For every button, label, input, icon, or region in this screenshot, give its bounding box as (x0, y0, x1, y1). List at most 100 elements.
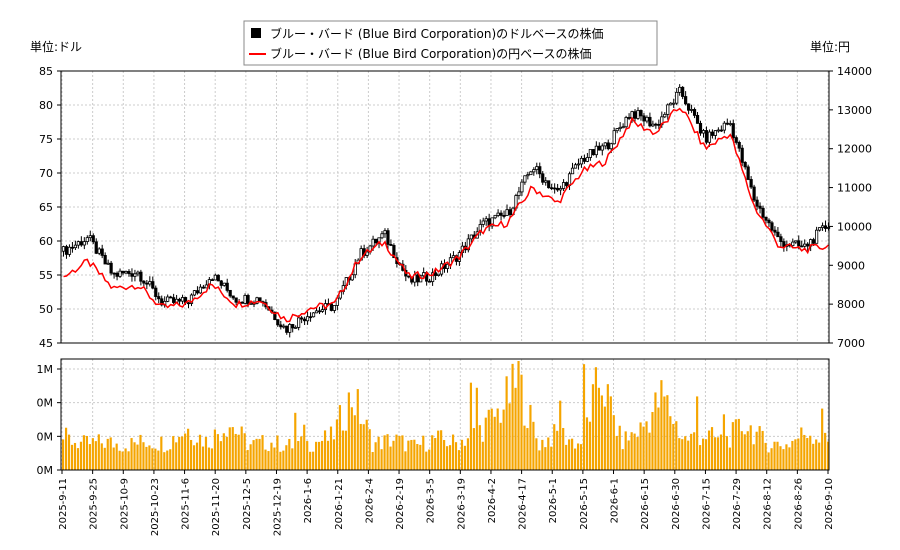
x-tick-label: 2026-4-2 (487, 478, 498, 523)
x-tick-label: 2026-2-19 (395, 478, 406, 530)
candle-body (648, 116, 652, 127)
right-tick-label: 13000 (837, 104, 872, 117)
volume-bar (469, 382, 472, 470)
volume-bar (82, 435, 86, 470)
volume-bar (660, 380, 663, 470)
candle-body (698, 122, 703, 134)
volume-bar (463, 445, 467, 470)
candle-body (82, 241, 86, 246)
volume-bar (648, 432, 651, 470)
candle-body (166, 296, 170, 302)
volume-bar (594, 367, 598, 470)
volume-bar (466, 438, 470, 470)
candle-body (436, 273, 441, 276)
volume-bar (169, 449, 172, 470)
x-tick-label: 2025-12-5 (242, 478, 253, 530)
volume-bar (154, 448, 157, 470)
x-tick-label: 2026-1-21 (334, 478, 345, 530)
candle-body (704, 130, 709, 143)
left-tick-label: 55 (39, 269, 53, 282)
volume-bar (779, 446, 782, 470)
volume-bar (85, 435, 88, 470)
volume-bar (359, 423, 362, 470)
candle-body (701, 130, 706, 134)
volume-bar (651, 411, 654, 470)
candle-body (350, 274, 354, 281)
volume-bar (761, 430, 764, 470)
volume-bar (797, 438, 800, 470)
candle-body (612, 130, 616, 145)
candle-body (320, 309, 325, 312)
volume-bar (407, 440, 410, 470)
candle-body (594, 145, 598, 156)
volume-bar (627, 440, 630, 470)
right-tick-label: 14000 (837, 65, 872, 78)
volume-bar (350, 407, 353, 470)
right-tick-label: 8000 (837, 298, 865, 311)
volume-bar (437, 430, 440, 470)
volume-bar (785, 444, 788, 470)
volume-bar (606, 384, 609, 470)
candle-body (606, 142, 610, 150)
volume-bar (368, 429, 371, 470)
candle-body (142, 280, 146, 284)
volume-bar (696, 396, 699, 470)
candle-body (148, 281, 152, 285)
candle-body (195, 290, 200, 294)
candle-body (523, 175, 527, 183)
volume-bar (547, 437, 550, 470)
right-tick-label: 11000 (837, 182, 872, 195)
volume-bar (481, 441, 484, 470)
candle-body (145, 282, 149, 285)
volume-bar (285, 445, 288, 470)
x-tick-label: 2026-3-19 (456, 478, 467, 530)
candle-body (466, 238, 470, 251)
x-tick-label: 2025-12-19 (272, 478, 283, 536)
volume-bar (73, 442, 77, 470)
volume-bar (103, 447, 106, 470)
candle-body (588, 149, 592, 158)
candle-body (314, 310, 319, 314)
candle-body (103, 255, 107, 265)
volume-bar (532, 421, 535, 470)
x-tick-label: 2026-9-10 (824, 478, 835, 530)
volume-bar (678, 438, 681, 470)
candle-body (383, 230, 387, 235)
volume-bar (195, 442, 199, 470)
x-tick-label: 2026-1-6 (303, 478, 314, 523)
candle-body (556, 187, 560, 191)
volume-bar (669, 416, 672, 470)
candle-body (79, 241, 83, 246)
candle-body (591, 149, 595, 156)
volume-bar (499, 422, 502, 470)
volume-bar (734, 419, 737, 470)
volume-bar (106, 438, 109, 470)
volume-bar (565, 444, 568, 470)
candle-body (585, 157, 589, 162)
volume-bar (201, 446, 205, 470)
volume-bar (815, 439, 818, 470)
x-tick-label: 2026-6-1 (610, 478, 621, 523)
volume-bar (97, 434, 100, 470)
volume-bar (612, 415, 615, 470)
volume-bar (76, 448, 80, 470)
candle-body (761, 207, 765, 218)
volume-bar (362, 424, 365, 470)
volume-bar (234, 433, 237, 470)
x-tick-label: 2025-9-11 (58, 478, 69, 530)
volume-bar (591, 384, 595, 470)
candle-body (204, 284, 208, 289)
candle-body (544, 180, 548, 183)
volume-bar (803, 434, 806, 470)
candle-body (67, 246, 72, 255)
volume-bar (306, 441, 309, 470)
volume-bar (279, 451, 282, 470)
candle-body (431, 272, 435, 282)
volume-bar (588, 421, 592, 470)
volume-bar (240, 426, 243, 470)
volume-bar (231, 427, 234, 470)
volume-bar (722, 414, 726, 470)
volume-bar (88, 444, 91, 470)
volume-bar (752, 444, 755, 470)
